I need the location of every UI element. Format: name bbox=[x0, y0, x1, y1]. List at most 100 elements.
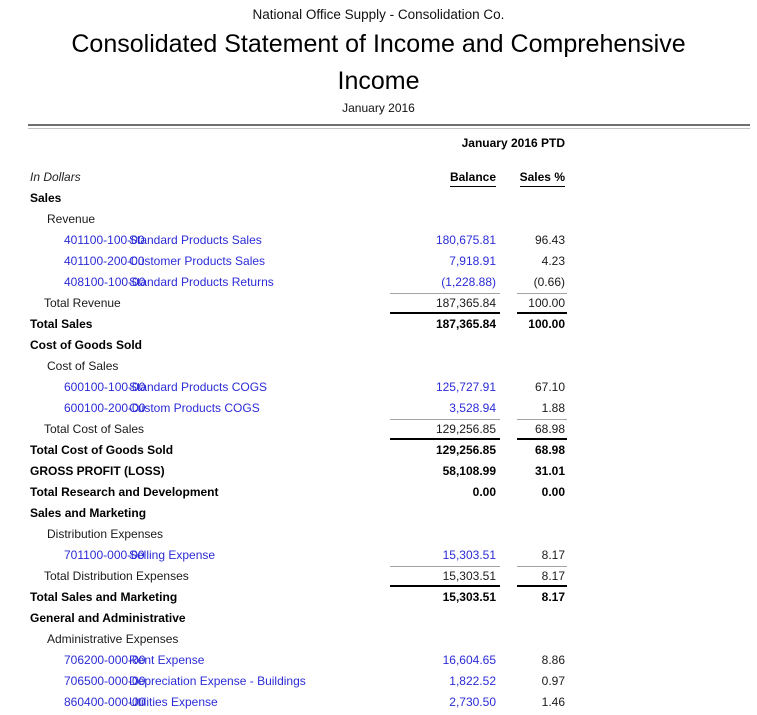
account-row: 706500-000-00Depreciation Expense - Buil… bbox=[0, 671, 757, 692]
column-gap bbox=[500, 503, 517, 524]
subtotal-row: Total Distribution Expenses 15,303.51 8.17 bbox=[0, 566, 757, 587]
column-gap bbox=[500, 356, 517, 377]
period-header: January 2016 PTD bbox=[461, 136, 565, 150]
balance-value: 0.00 bbox=[472, 485, 496, 499]
account-name-link[interactable]: Customer Products Sales bbox=[129, 254, 266, 268]
double-rule bbox=[28, 124, 750, 129]
column-gap bbox=[500, 692, 517, 713]
row-label: GROSS PROFIT (LOSS) bbox=[30, 464, 165, 478]
in-dollars-label: In Dollars bbox=[30, 170, 81, 184]
row-label: Total Cost of Goods Sold bbox=[30, 443, 174, 457]
row-label: Total Sales bbox=[30, 317, 93, 331]
row-label: Cost of Goods Sold bbox=[30, 338, 142, 352]
account-name-link[interactable]: Utilities Expense bbox=[129, 695, 218, 709]
balance-link[interactable]: 7,918.91 bbox=[449, 254, 496, 268]
account-id-link[interactable]: 408100-100-00 bbox=[64, 275, 146, 289]
account-name-link[interactable]: Standard Products Returns bbox=[129, 275, 274, 289]
column-gap bbox=[500, 293, 517, 314]
salespct-value: 0.97 bbox=[541, 674, 565, 688]
balance-value: 187,365.84 bbox=[435, 317, 496, 331]
salespct-value bbox=[517, 629, 567, 650]
account-id-link[interactable]: 401100-100-00 bbox=[64, 233, 145, 247]
column-gap bbox=[500, 440, 517, 461]
account-row: 600100-100-00Standard Products COGS 125,7… bbox=[0, 377, 757, 398]
balance-value: 129,256.85 bbox=[390, 419, 500, 440]
account-row: 701100-000-00Selling Expense 15,303.51 8.1… bbox=[0, 545, 757, 566]
period-spacer bbox=[30, 133, 390, 154]
row-label: Sales bbox=[30, 191, 62, 205]
subtotal-row: Total Revenue 187,365.84 100.00 bbox=[0, 293, 757, 314]
column-gap bbox=[500, 566, 517, 587]
section-row: Sales bbox=[0, 188, 757, 209]
row-label: Cost of Sales bbox=[47, 359, 119, 373]
balance-value bbox=[390, 356, 500, 377]
account-id-link[interactable]: 701100-000-00 bbox=[64, 548, 145, 562]
column-gap bbox=[500, 524, 517, 545]
section-row: Cost of Goods Sold bbox=[0, 335, 757, 356]
balance-link[interactable]: 1,822.52 bbox=[449, 674, 496, 688]
balance-link[interactable]: 180,675.81 bbox=[435, 233, 496, 247]
salespct-column-header[interactable]: Sales % bbox=[519, 168, 565, 187]
salespct-value: 1.46 bbox=[541, 695, 565, 709]
column-gap bbox=[500, 587, 517, 608]
salespct-value bbox=[517, 356, 567, 377]
subsection-row: Distribution Expenses bbox=[0, 524, 757, 545]
account-id-link[interactable]: 600100-200-00 bbox=[64, 401, 146, 415]
balance-link[interactable]: 16,604.65 bbox=[442, 653, 496, 667]
salespct-value: 31.01 bbox=[534, 464, 565, 478]
salespct-value: 1.88 bbox=[541, 401, 565, 415]
row-label: Total Cost of Sales bbox=[44, 422, 145, 436]
salespct-value: 96.43 bbox=[534, 233, 565, 247]
period-header-row: January 2016 PTD bbox=[0, 133, 757, 154]
total-row: Total Research and Development 0.00 0.00 bbox=[0, 482, 757, 503]
salespct-value: 100.00 bbox=[517, 293, 567, 314]
column-gap bbox=[500, 377, 517, 398]
account-id-link[interactable]: 401100-200-00 bbox=[64, 254, 145, 268]
report-body: Sales Revenue 401100-100-00Standard Produc… bbox=[0, 188, 757, 713]
row-label: Total Distribution Expenses bbox=[44, 569, 189, 583]
account-id-link[interactable]: 706500-000-00 bbox=[64, 674, 146, 688]
column-gap bbox=[500, 398, 517, 419]
balance-link[interactable]: (1,228.88) bbox=[441, 275, 496, 289]
column-gap bbox=[500, 209, 517, 230]
total-row: GROSS PROFIT (LOSS) 58,108.99 31.01 bbox=[0, 461, 757, 482]
account-id-link[interactable]: 860400-000-00 bbox=[64, 695, 146, 709]
account-name-link[interactable]: Standard Products Sales bbox=[129, 233, 262, 247]
balance-value bbox=[390, 629, 500, 650]
account-name-link[interactable]: Custom Products COGS bbox=[129, 401, 260, 415]
account-id-link[interactable]: 600100-100-00 bbox=[64, 380, 146, 394]
balance-link[interactable]: 15,303.51 bbox=[442, 548, 496, 562]
column-gap bbox=[500, 608, 517, 629]
salespct-value: 4.23 bbox=[541, 254, 565, 268]
balance-value: 15,303.51 bbox=[390, 566, 500, 587]
balance-column-header[interactable]: Balance bbox=[449, 168, 496, 187]
account-label-cell: 600100-200-00Custom Products COGS bbox=[30, 398, 390, 419]
salespct-value bbox=[517, 209, 567, 230]
account-id-link[interactable]: 706200-000-00 bbox=[64, 653, 146, 667]
column-gap bbox=[500, 419, 517, 440]
row-label: Total Research and Development bbox=[30, 485, 219, 499]
subtotal-row: Total Cost of Sales 129,256.85 68.98 bbox=[0, 419, 757, 440]
salespct-value bbox=[517, 608, 567, 629]
account-row: 401100-200-00Customer Products Sales 7,91… bbox=[0, 251, 757, 272]
balance-value bbox=[390, 209, 500, 230]
account-name-link[interactable]: Depreciation Expense - Buildings bbox=[129, 674, 306, 688]
balance-link[interactable]: 2,730.50 bbox=[449, 695, 496, 709]
column-gap bbox=[500, 461, 517, 482]
account-row: 860400-000-00Utilities Expense 2,730.50 1.… bbox=[0, 692, 757, 713]
balance-link[interactable]: 125,727.91 bbox=[435, 380, 496, 394]
account-label-cell: 408100-100-00Standard Products Returns bbox=[30, 272, 390, 293]
account-label-cell: 600100-100-00Standard Products COGS bbox=[30, 377, 390, 398]
balance-link[interactable]: 3,528.94 bbox=[449, 401, 496, 415]
account-name-link[interactable]: Rent Expense bbox=[129, 653, 205, 667]
account-row: 600100-200-00Custom Products COGS 3,528.9… bbox=[0, 398, 757, 419]
column-gap bbox=[500, 272, 517, 293]
balance-value bbox=[390, 608, 500, 629]
row-label: Total Revenue bbox=[44, 296, 121, 310]
column-gap bbox=[500, 650, 517, 671]
account-name-link[interactable]: Standard Products COGS bbox=[129, 380, 268, 394]
subsection-row: Revenue bbox=[0, 209, 757, 230]
salespct-value: 68.98 bbox=[517, 419, 567, 440]
account-name-link[interactable]: Selling Expense bbox=[129, 548, 216, 562]
